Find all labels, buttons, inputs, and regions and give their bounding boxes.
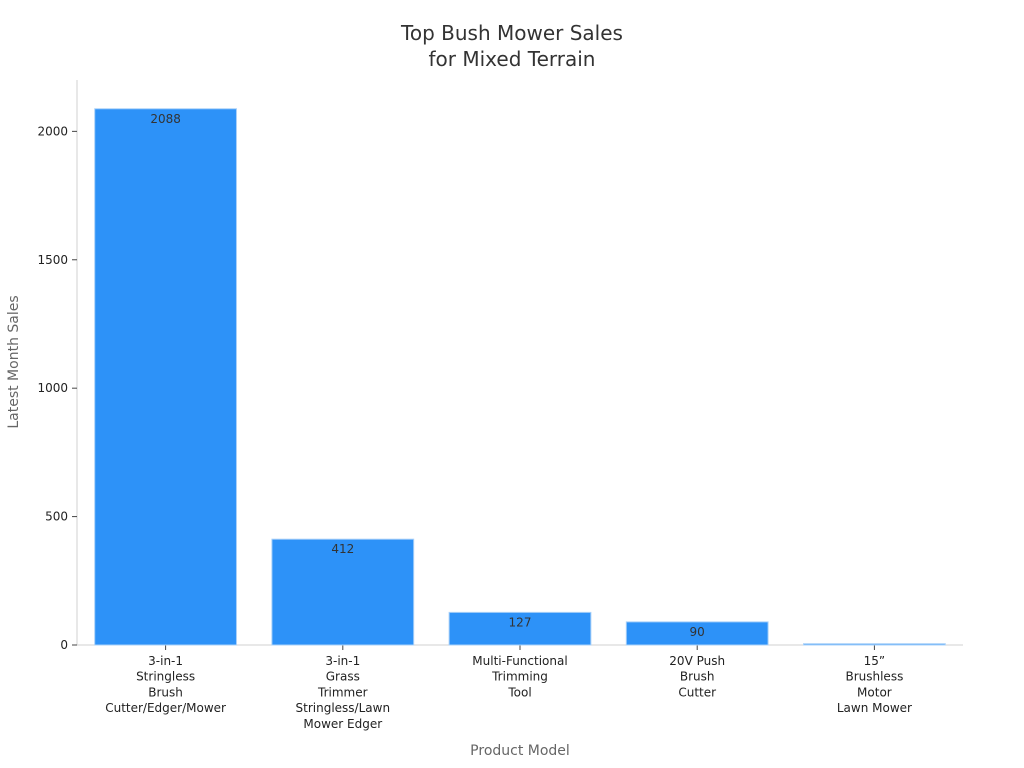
y-tick-label: 2000 [37,124,68,138]
chart-title-line-1: Top Bush Mower Sales [400,21,623,45]
bar [625,621,769,646]
bar [803,643,946,646]
x-tick-label: Multi-Functional Trimming Tool [472,654,567,699]
y-tick-label: 0 [60,638,68,652]
bars: 2088 412 127 90 [94,108,946,646]
x-axis: 3-in-1 Stringless Brush Cutter/Edger/Mower 3… [77,644,963,731]
bar [448,611,592,646]
y-axis-label: Latest Month Sales [6,295,22,428]
x-tick-label: 3-in-1 Grass Trimmer Stringless/Lawn Mower E… [296,654,391,731]
bar-value-label: 127 [509,615,532,629]
x-tick-label: 20V Push Brush Cutter [669,654,725,699]
chart-title-line-2: for Mixed Terrain [429,47,596,71]
bar [271,538,415,646]
y-tick-label: 500 [45,510,68,524]
bar-value-label: 2088 [150,112,181,126]
x-axis-label: Product Model [470,743,570,759]
y-tick-label: 1000 [37,381,68,395]
y-axis: 0 500 1000 1500 2000 [37,80,78,652]
y-tick-label: 1500 [37,253,68,267]
bar-value-label: 412 [331,542,354,556]
bar [94,108,237,646]
x-tick-label: 15” Brushless Motor Lawn Mower [837,654,912,715]
bar-value-label: 90 [690,625,705,639]
x-tick-label: 3-in-1 Stringless Brush Cutter/Edger/Mower [105,654,226,715]
